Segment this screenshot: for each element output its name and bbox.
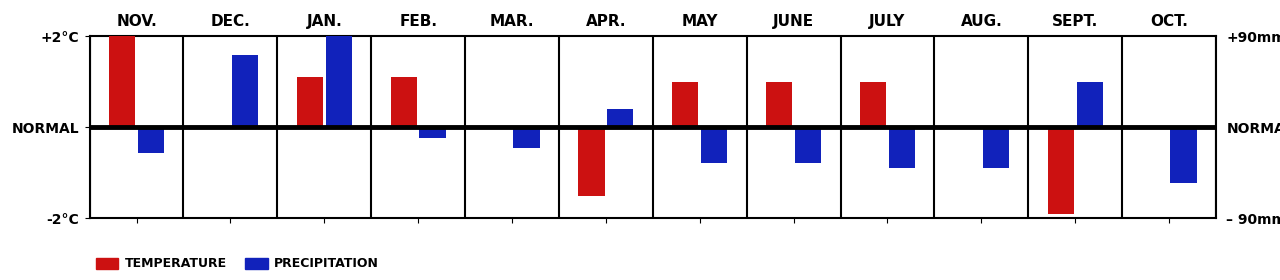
Bar (888, 127, 915, 168)
Bar (983, 127, 1009, 168)
Bar (232, 55, 259, 127)
Bar (390, 77, 417, 127)
Legend: TEMPERATURE, PRECIPITATION: TEMPERATURE, PRECIPITATION (96, 257, 379, 270)
Bar (1047, 127, 1074, 214)
Bar (672, 82, 699, 127)
Bar (579, 127, 604, 196)
Bar (1170, 127, 1197, 183)
Bar (513, 127, 540, 148)
Bar (420, 127, 445, 137)
Bar (1076, 82, 1103, 127)
Bar (109, 36, 136, 127)
Bar (297, 77, 323, 127)
Bar (701, 127, 727, 163)
Bar (325, 36, 352, 127)
Bar (860, 82, 886, 127)
Bar (795, 127, 822, 163)
Bar (765, 82, 792, 127)
Bar (607, 109, 634, 127)
Bar (138, 127, 164, 153)
